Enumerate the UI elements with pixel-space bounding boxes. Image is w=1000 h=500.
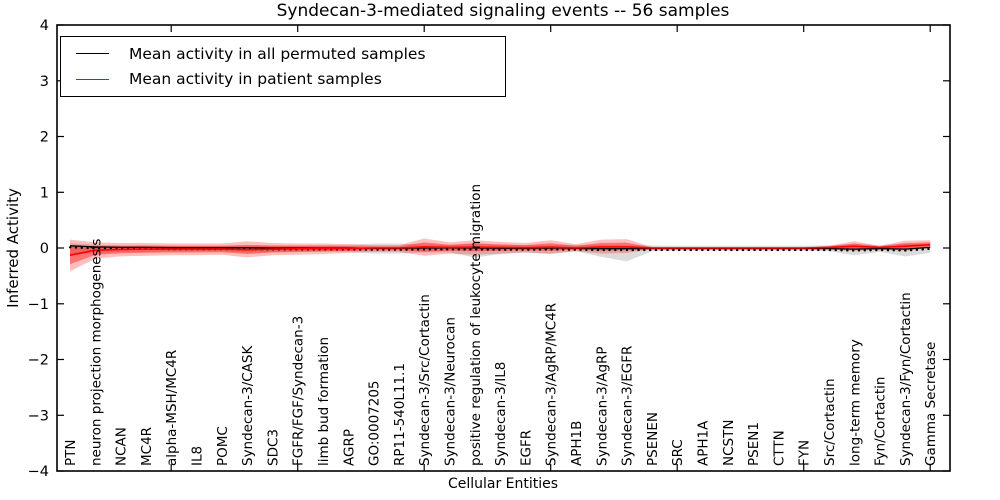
x-entity-label: SRC [670, 439, 686, 466]
legend-item-patient: Mean activity in patient samples [61, 70, 505, 88]
x-entity-label: Src/Cortactin [822, 378, 838, 466]
x-entity-label: Syndecan-3/AgRP [594, 346, 610, 466]
legend-item-permuted: Mean activity in all permuted samples [61, 45, 505, 63]
x-entity-label: CTTN [771, 430, 787, 466]
y-tick-label: −4 [28, 464, 49, 480]
x-entity-label: neuron projection morphogenesis [88, 239, 104, 466]
x-entity-label: Syndecan-3/IL8 [493, 362, 509, 466]
x-entity-label: PSENEN [645, 412, 661, 466]
x-entity-label: SDC3 [265, 429, 281, 466]
chart-title: Syndecan-3-mediated signaling events -- … [276, 1, 730, 21]
legend-label: Mean activity in all permuted samples [129, 44, 426, 63]
x-entity-label: FYN [797, 440, 813, 466]
y-tick-label: 2 [40, 130, 49, 146]
x-entity-label: Syndecan-3/Fyn/Cortactin [898, 292, 914, 466]
spread-bands [70, 238, 931, 272]
y-tick-label: −3 [28, 408, 49, 424]
x-entity-label: limb bud formation [316, 337, 332, 466]
x-entity-label: positive regulation of leukocyte migrati… [468, 184, 484, 466]
x-entity-label: Syndecan-3/EGFR [620, 346, 636, 466]
x-entity-label: Gamma Secretase [923, 342, 939, 466]
x-entity-label: PSEN1 [746, 422, 762, 466]
x-entity-label: alpha-MSH/MC4R [164, 350, 180, 466]
legend: Mean activity in all permuted samples Me… [60, 36, 506, 97]
y-axis-label: Inferred Activity [4, 188, 22, 308]
patient-samples-spread-band-outer [70, 238, 931, 272]
y-tick-label: 1 [40, 185, 49, 201]
x-entity-label: RP11-540L11.1 [392, 363, 408, 466]
patient-line-swatch [76, 78, 109, 80]
x-entity-label: POMC [215, 426, 231, 466]
y-ticks: −4 −3 −2 −1 0 1 2 3 4 [28, 18, 950, 480]
x-entity-label: Syndecan-3/CASK [240, 345, 256, 466]
x-axis-label: Cellular Entities [447, 476, 559, 492]
x-entity-label: PTN [63, 440, 79, 467]
x-entity-label: AGRP [341, 429, 357, 466]
x-entity-label: long-term memory [847, 339, 863, 466]
x-entity-label: Syndecan-3/Src/Cortactin [417, 294, 433, 466]
y-tick-label: −1 [28, 297, 49, 313]
x-entity-label: MC4R [139, 427, 155, 466]
x-entity-labels: PTN neuron projection morphogenesis NCAN MC… [63, 184, 939, 466]
legend-label: Mean activity in patient samples [129, 70, 382, 89]
permuted-line-swatch [76, 53, 109, 55]
y-tick-label: 4 [40, 18, 49, 34]
patient-mean-line [69, 243, 931, 256]
x-entity-label: GO:0007205 [367, 380, 383, 466]
x-entity-label: EGFR [518, 430, 534, 466]
x-entity-label: Fyn/Cortactin [873, 377, 889, 466]
permuted-mean-dotted-line [68, 246, 932, 252]
x-entity-label: NCAN [114, 427, 130, 466]
x-entity-label: IL8 [190, 446, 206, 466]
x-entity-label: Syndecan-3/AgRP/MC4R [544, 303, 560, 466]
x-entity-label: Syndecan-3/Neurocan [443, 317, 459, 466]
x-entity-label: APH1A [696, 420, 712, 466]
x-entity-label: FGFR/FGF/Syndecan-3 [291, 316, 307, 466]
x-entity-label: APH1B [569, 421, 585, 466]
y-tick-label: −2 [28, 353, 49, 369]
x-ticks [170, 25, 931, 471]
y-tick-label: 0 [40, 241, 49, 257]
x-entity-label: NCSTN [721, 420, 737, 466]
y-tick-label: 3 [40, 74, 49, 90]
